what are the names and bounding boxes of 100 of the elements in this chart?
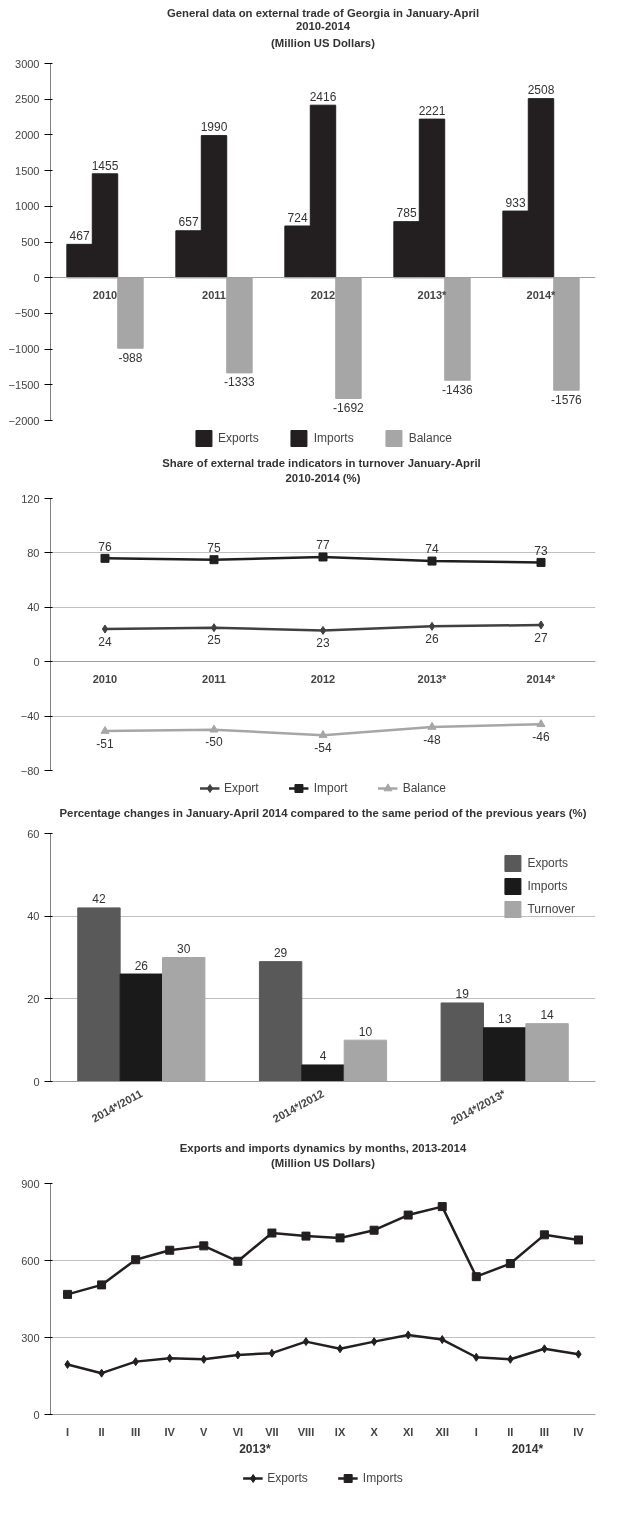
point [200, 1354, 207, 1364]
point [318, 552, 328, 562]
y-tick-label: 1500 [15, 164, 40, 177]
point [319, 625, 327, 635]
y-tick-label: 20 [27, 992, 40, 1005]
data-label: 10 [358, 1024, 373, 1039]
data-label: 467 [69, 229, 90, 244]
point [428, 621, 436, 631]
legend-label: Imports [362, 1471, 403, 1485]
data-label: 74 [425, 542, 439, 557]
point [209, 724, 219, 733]
data-label: 73 [534, 543, 548, 558]
x-tick-label: IV [164, 1425, 176, 1438]
legend-label: Exports [527, 856, 569, 870]
data-label: 1990 [200, 120, 228, 135]
x-tick-label: I [474, 1425, 478, 1438]
data-label: -51 [96, 736, 114, 751]
data-label: 2221 [418, 103, 446, 118]
data-label: -48 [423, 732, 441, 747]
bar [119, 973, 164, 1082]
data-label: 785 [396, 206, 417, 221]
x-tick-label: V [200, 1425, 209, 1438]
x-tick-label: IV [573, 1425, 585, 1438]
data-label: 23 [316, 636, 330, 651]
x-tick-label: 2010 [92, 672, 118, 685]
point [505, 1259, 515, 1269]
x-tick-label: 2012 [310, 288, 336, 301]
point [63, 1289, 73, 1299]
point [537, 620, 545, 630]
data-label: 27 [534, 630, 548, 645]
point [369, 1225, 379, 1235]
data-label: 26 [134, 958, 149, 973]
x-tick-label: 2014* [526, 672, 557, 685]
point [575, 1349, 582, 1359]
data-label: -1436 [442, 382, 474, 397]
point [101, 624, 109, 634]
x-tick-label: 2013* [417, 672, 448, 685]
bar [482, 1027, 527, 1082]
point [336, 1344, 344, 1354]
data-label: -54 [314, 740, 332, 755]
bar [301, 1064, 345, 1082]
x-tick-label: 2014* [526, 288, 557, 301]
point [404, 1330, 412, 1340]
point [302, 1337, 310, 1347]
data-label: 2416 [309, 89, 337, 104]
data-label: 933 [505, 195, 526, 210]
x-tick-label: II [98, 1425, 105, 1438]
bar [440, 1002, 484, 1082]
point [165, 1245, 175, 1255]
x-tick-label: VII [265, 1425, 279, 1438]
bar [77, 907, 121, 1082]
y-tick-label: 40 [27, 601, 40, 614]
data-label: 77 [316, 538, 330, 553]
x-tick-label: 2010 [92, 288, 118, 301]
legend-label: Export [223, 781, 259, 795]
legend-label: Imports [527, 879, 568, 893]
point [536, 557, 546, 567]
y-tick-label: 3000 [15, 57, 40, 70]
y-tick-label: 40 [27, 910, 40, 923]
y-tick-label: −1000 [8, 343, 40, 356]
legend-label: Exports [267, 1471, 308, 1485]
data-label: 42 [92, 892, 106, 907]
bar [258, 961, 303, 1082]
legend-label: Imports [313, 431, 354, 445]
legend-label: Balance [402, 781, 447, 795]
point [471, 1272, 481, 1282]
data-label: 30 [177, 942, 191, 957]
data-label: 14 [540, 1008, 555, 1023]
y-tick-label: 2000 [15, 128, 40, 141]
point [210, 623, 218, 633]
point [233, 1256, 243, 1266]
y-tick-label: 2500 [15, 93, 40, 106]
point [473, 1352, 480, 1362]
point [541, 1344, 548, 1354]
text: 2013* [239, 1442, 271, 1456]
data-label: -1692 [333, 400, 365, 415]
point [97, 1280, 107, 1290]
y-tick-label: −80 [20, 764, 40, 777]
data-label: 24 [98, 634, 112, 649]
y-tick-label: 1000 [15, 200, 40, 213]
point [98, 1368, 105, 1378]
point [301, 1231, 311, 1241]
data-label: 76 [98, 539, 112, 554]
data-label: -1333 [224, 375, 256, 390]
point [573, 1235, 583, 1245]
point [267, 1228, 277, 1238]
data-label: 4 [319, 1049, 327, 1064]
x-tick-label: X [370, 1425, 379, 1438]
x-tick-label: 2012 [310, 672, 336, 685]
y-tick-label: 0 [33, 655, 40, 668]
chart-title: General data on external trade of Georgia in January-April 2010-2014 (Million US Dollars) [166, 6, 480, 49]
data-label: 29 [273, 946, 288, 961]
y-tick-label: −500 [14, 307, 40, 320]
chart-title: Percentage changes in January-April 2014 compared to the same period of the previous years (%) [59, 806, 587, 819]
y-tick-label: 500 [21, 236, 40, 248]
data-label: -50 [205, 735, 223, 750]
y-tick-label: −2000 [8, 414, 40, 427]
x-tick-label: XI [402, 1425, 414, 1438]
point [64, 1359, 71, 1369]
data-label: 75 [207, 540, 221, 555]
